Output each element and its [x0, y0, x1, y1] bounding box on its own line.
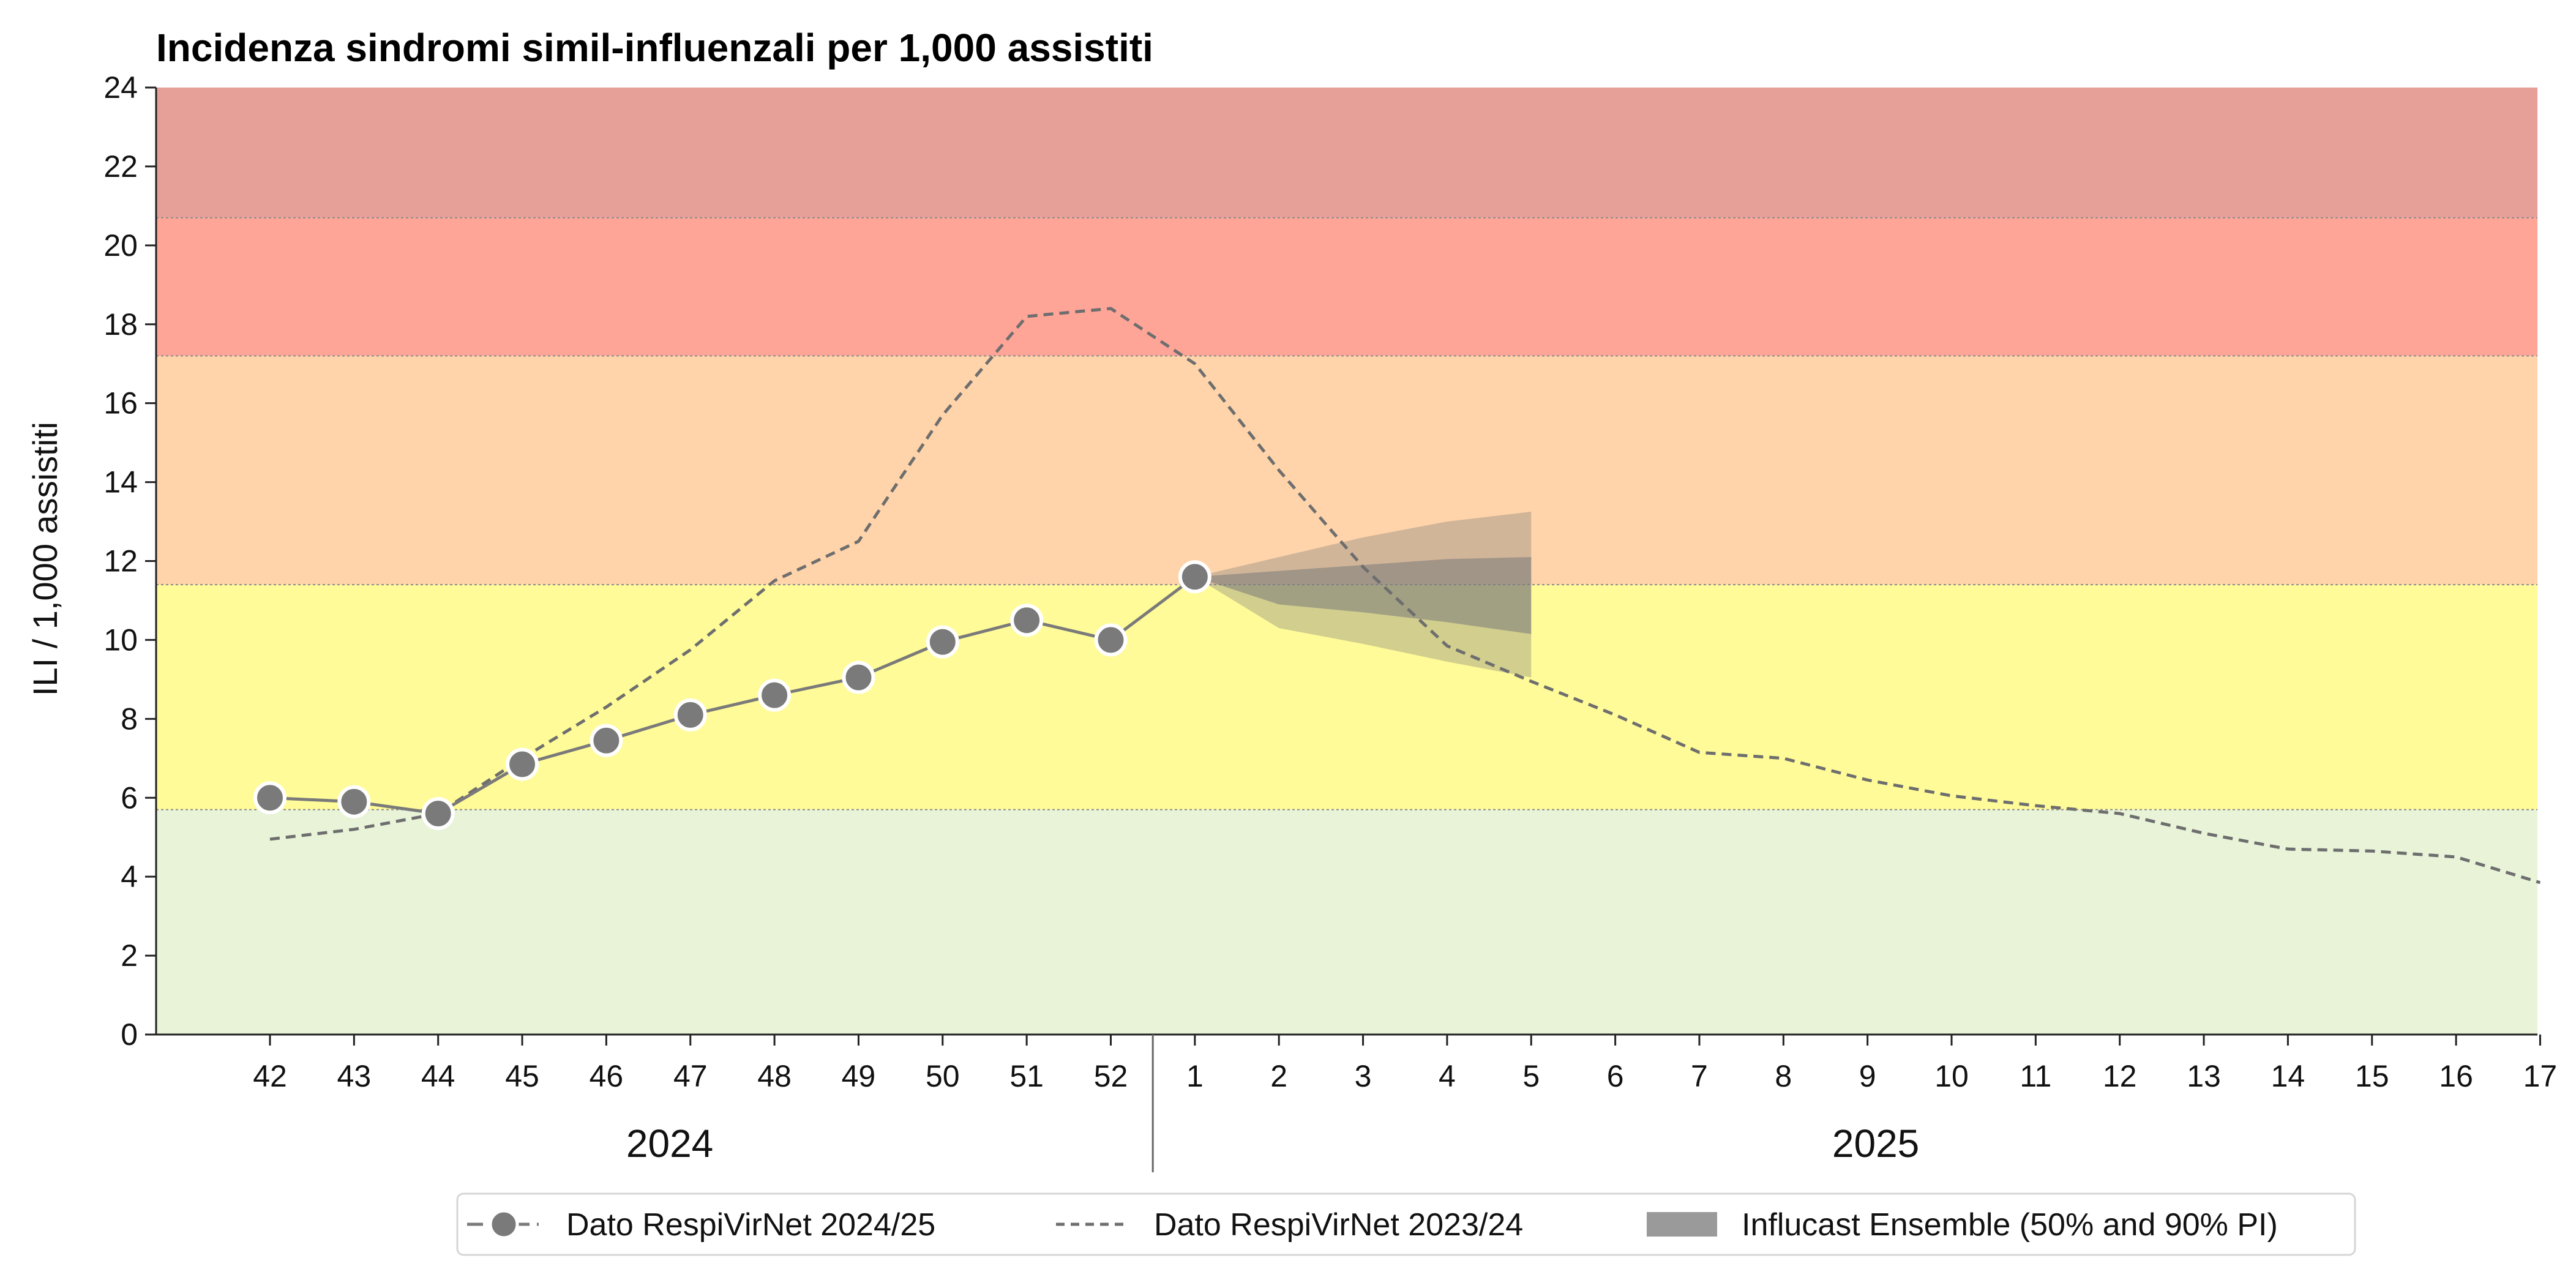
y-tick-label: 6	[121, 780, 138, 815]
data-point-2024-25	[1178, 560, 1211, 594]
x-tick-label: 45	[505, 1059, 539, 1093]
data-point-2024-25	[926, 625, 959, 659]
year-label-2025: 2025	[1832, 1121, 1919, 1166]
data-point-2024-25	[421, 797, 455, 831]
data-point-2024-25	[673, 698, 707, 732]
legend-label-2024-25: Dato RespiVirNet 2024/25	[566, 1207, 935, 1243]
x-tick-label: 17	[2523, 1059, 2558, 1093]
y-tick-label: 8	[121, 702, 138, 736]
threshold-bands	[156, 88, 2537, 1035]
chart-title: Incidenza sindromi simil-influenzali per…	[156, 26, 1153, 70]
x-tick-label: 47	[673, 1059, 708, 1093]
x-tick-label: 7	[1691, 1059, 1708, 1093]
y-tick-label: 18	[103, 307, 138, 342]
x-tick-label: 15	[2355, 1059, 2389, 1093]
x-tick-label: 10	[1934, 1059, 1969, 1093]
y-tick-label: 16	[103, 386, 138, 421]
legend-box	[456, 1192, 2356, 1256]
y-tick-label: 0	[121, 1017, 138, 1052]
x-tick-label: 14	[2271, 1059, 2305, 1093]
series-lines	[253, 307, 2541, 885]
y-tick-label: 12	[103, 544, 138, 578]
y-tick-label: 2	[121, 938, 138, 973]
x-tick-label: 42	[253, 1059, 287, 1093]
data-point-2024-25	[1094, 623, 1128, 657]
y-tick-label: 20	[103, 228, 138, 263]
y-tick-label: 10	[103, 623, 138, 657]
threshold-band-4	[156, 88, 2537, 218]
x-tick-label: 13	[2187, 1059, 2221, 1093]
x-tick-label: 44	[421, 1059, 455, 1093]
x-tick-label: 12	[2103, 1059, 2137, 1093]
data-point-2024-25	[590, 724, 623, 757]
x-tick-label: 52	[1094, 1059, 1128, 1093]
x-tick-label: 43	[337, 1059, 372, 1093]
x-tick-label: 3	[1355, 1059, 1372, 1093]
x-tick-label: 50	[926, 1059, 960, 1093]
x-tick-label: 2	[1270, 1059, 1287, 1093]
x-tick-label: 48	[757, 1059, 792, 1093]
year-label-2024: 2024	[626, 1121, 713, 1166]
x-tick-label: 16	[2439, 1059, 2473, 1093]
data-point-2024-25	[506, 747, 539, 781]
data-point-2024-25	[253, 781, 286, 815]
data-point-2024-25	[758, 678, 792, 712]
y-tick-label: 4	[121, 859, 138, 894]
x-tick-label: 9	[1859, 1059, 1876, 1093]
data-point-2024-25	[337, 785, 371, 818]
y-tick-label: 14	[103, 465, 138, 500]
x-tick-label: 1	[1186, 1059, 1204, 1093]
x-tick-label: 6	[1607, 1059, 1624, 1093]
x-tick-label: 49	[842, 1059, 876, 1093]
y-tick-label: 24	[103, 70, 138, 105]
data-point-2024-25	[842, 661, 875, 694]
x-tick-label: 46	[590, 1059, 624, 1093]
x-tick-label: 4	[1439, 1059, 1456, 1093]
forecast-band-50pi	[1194, 557, 1532, 634]
legend-label-forecast: Influcast Ensemble (50% and 90% PI)	[1742, 1207, 2278, 1243]
x-tick-label: 8	[1775, 1059, 1792, 1093]
data-point-2024-25	[1010, 604, 1044, 637]
y-axis-label: ILI / 1,000 assistiti	[26, 422, 64, 696]
x-tick-label: 5	[1522, 1059, 1540, 1093]
x-tick-label: 11	[2020, 1059, 2051, 1093]
legend-marker-2024-25	[489, 1209, 519, 1240]
threshold-band-3	[156, 217, 2537, 356]
threshold-band-0	[156, 809, 2537, 1035]
forecast-band-group	[1194, 511, 1532, 678]
legend-label-2023-24: Dato RespiVirNet 2023/24	[1154, 1207, 1523, 1243]
series-line-2023-24	[269, 307, 2541, 885]
legend-swatch-forecast	[1647, 1212, 1717, 1237]
legend: Dato RespiVirNet 2024/25 Dato RespiVirNet…	[456, 1192, 2356, 1256]
x-tick-label: 51	[1009, 1059, 1044, 1093]
y-tick-label: 22	[103, 149, 138, 184]
threshold-band-1	[156, 585, 2537, 810]
